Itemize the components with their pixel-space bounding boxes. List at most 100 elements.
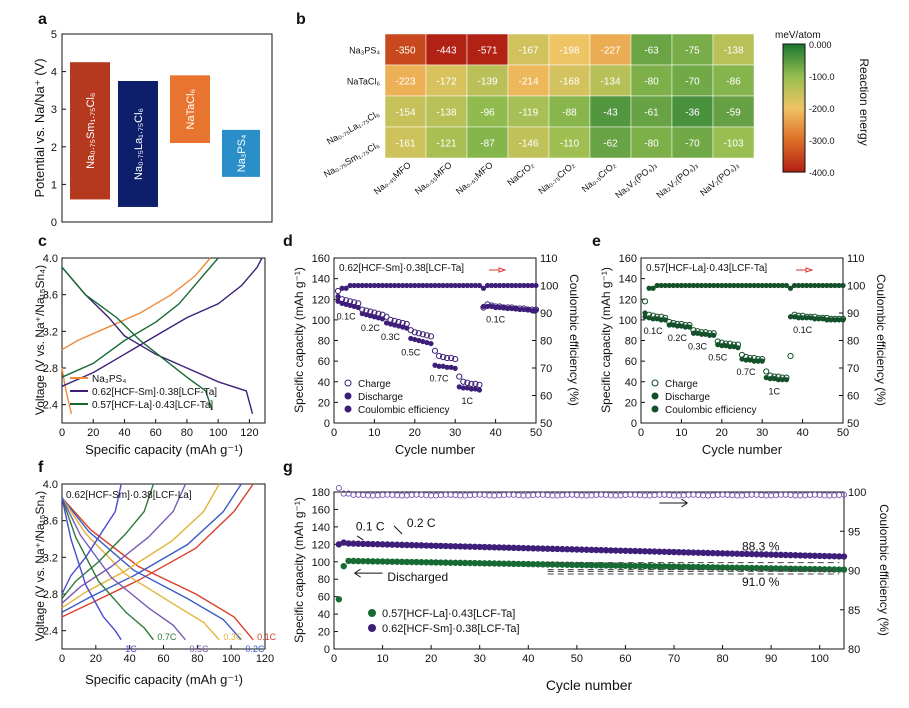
g-ce-point — [743, 492, 750, 499]
g-sm-point — [578, 546, 585, 553]
e-charge-point — [678, 320, 685, 328]
e-ce-point — [658, 282, 664, 289]
b-colorbar-step — [783, 68, 805, 71]
b-cell-value: -80 — [644, 139, 659, 150]
b-cell — [671, 33, 714, 66]
e-charge-point — [779, 374, 786, 381]
g-sm-point — [675, 548, 683, 556]
g-la-point — [515, 560, 522, 568]
g-ytick-label: 20 — [318, 627, 330, 639]
b-cell — [548, 64, 591, 97]
d-rate-label: 0.7C — [430, 373, 450, 383]
g-ce-point — [335, 485, 342, 492]
g-ce-point — [666, 492, 673, 499]
g-sm-point — [806, 552, 814, 559]
g-sm-point — [636, 547, 644, 555]
g-ytick-label: 60 — [318, 592, 330, 604]
g-la-point — [379, 558, 386, 565]
b-colorbar-step — [783, 142, 805, 145]
b-col-label: Na₀.₅CrO₂ — [580, 160, 618, 195]
b-colorbar-step — [783, 150, 805, 153]
g-ce-point — [530, 492, 537, 499]
d-charge-point — [452, 355, 459, 363]
b-colorbar-step — [783, 134, 805, 137]
g-la-point — [661, 563, 668, 570]
f-xtick-label: 20 — [90, 653, 102, 665]
d-charge-point — [375, 310, 382, 317]
b-colorbar-step — [783, 96, 805, 99]
g-sm-point — [695, 549, 702, 556]
d-discharge-point — [468, 386, 474, 392]
f-ytick-label: 3.2 — [43, 552, 58, 564]
e-ce-point — [650, 285, 656, 291]
d-rate-label: 0.2C — [361, 323, 381, 333]
b-cell — [671, 126, 714, 159]
d-charge-point — [403, 320, 410, 328]
b-col-label: Na₃V₂(PO₄)₃ — [613, 160, 659, 201]
d-ce-point — [420, 282, 426, 289]
b-colorbar-frame — [782, 43, 806, 173]
g-rate-pointer — [393, 525, 403, 535]
f-discharge-line — [61, 497, 254, 641]
g-sm-point — [457, 543, 464, 550]
c-legend-label: 0.62[HCF-Sm]·0.38[LCF-Ta] — [92, 387, 217, 398]
d-charge-point — [520, 305, 527, 312]
g-legend-marker — [368, 624, 376, 632]
d-ce-point — [335, 293, 341, 300]
e-ce-point — [804, 282, 810, 289]
d-charge-point — [504, 304, 511, 311]
f-ytick-label: 2.4 — [43, 626, 58, 638]
e-ce-point — [832, 282, 838, 289]
g-sm-point — [374, 541, 381, 548]
b-cell-value: -61 — [644, 108, 659, 119]
d-charge-point — [387, 316, 394, 323]
g-ce-point — [636, 492, 644, 499]
d-charge-point — [508, 304, 515, 311]
b-cell-value: -62 — [603, 139, 618, 150]
b-colorbar-step — [783, 78, 805, 81]
e-ce-point — [731, 282, 737, 289]
b-colorbar-tick: -100.0 — [809, 72, 835, 82]
e-rate-label: 0.1C — [644, 326, 664, 336]
g-sm-point — [559, 545, 566, 553]
g-sm-point — [534, 545, 542, 552]
e-y2tick-label: 50 — [847, 418, 859, 430]
d-ce-point — [351, 282, 357, 289]
g-sm-point — [772, 551, 780, 558]
e-charge-point — [815, 314, 822, 321]
c-xtick-label: 0 — [59, 427, 65, 439]
e-charge-point — [839, 315, 847, 322]
g-sm-point — [816, 552, 823, 560]
b-cell-value: -134 — [600, 77, 620, 88]
d-charge-point — [427, 333, 435, 340]
d-discharge-point — [460, 385, 466, 391]
b-colorbar-step — [783, 162, 805, 165]
g-la-point — [593, 562, 600, 569]
e-ce-point — [771, 282, 777, 289]
g-xtick-label: 50 — [571, 653, 583, 665]
g-sm-point — [733, 550, 741, 557]
e-ytick-label: 20 — [625, 397, 637, 409]
d-ce-point — [525, 282, 531, 289]
e-ce-point — [767, 282, 773, 289]
g-sm-point — [583, 546, 590, 553]
g-sm-point — [797, 552, 804, 559]
c-ytick-label: 2.4 — [43, 400, 58, 412]
e-rate-label: 0.2C — [668, 333, 688, 343]
g-annotation: 0.2 C — [407, 516, 436, 530]
e-charge-point — [722, 340, 729, 347]
b-colorbar-step — [783, 130, 805, 133]
e-charge-point — [641, 298, 649, 305]
d-discharge-point — [448, 364, 454, 370]
b-cell — [507, 33, 550, 66]
e-y2tick-label: 70 — [847, 363, 859, 375]
d-ce-point — [513, 282, 519, 289]
g-ytick-label: 160 — [312, 504, 330, 516]
d-discharge-point — [436, 363, 442, 369]
g-sm-point — [651, 548, 658, 555]
d-xtick-label: 30 — [449, 427, 461, 439]
f-xtick-label: 40 — [124, 653, 136, 665]
g-sm-point — [840, 553, 848, 560]
e-charge-point — [682, 321, 689, 329]
g-y2tick-label: 90 — [848, 566, 860, 578]
